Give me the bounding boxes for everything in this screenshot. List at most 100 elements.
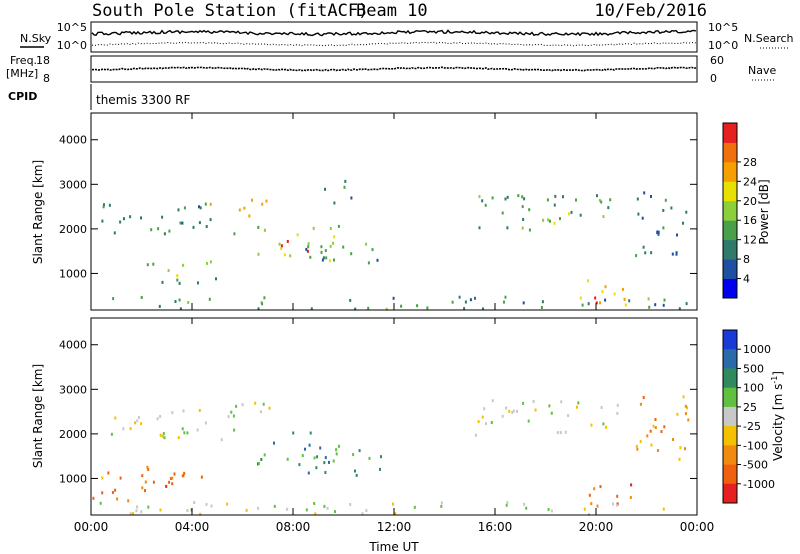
data-point — [349, 298, 352, 302]
data-point — [158, 304, 161, 308]
data-point — [528, 208, 531, 212]
data-point — [146, 465, 149, 469]
x-tick-label: 20:00 — [579, 520, 614, 534]
data-point — [522, 401, 525, 405]
colorbar-tick-label: -100 — [743, 439, 768, 452]
data-point — [593, 487, 596, 491]
data-point — [209, 202, 212, 206]
data-point — [206, 261, 208, 265]
data-point — [227, 415, 230, 419]
colorbar-swatch — [723, 426, 737, 446]
data-point — [168, 480, 171, 484]
colorbar-swatch — [723, 142, 737, 163]
data-point — [152, 480, 155, 484]
data-point — [684, 447, 686, 451]
noise-left-tick-top: 10^5 — [57, 21, 87, 34]
data-point — [261, 202, 264, 206]
data-point — [280, 247, 283, 251]
data-point — [616, 403, 619, 407]
data-point — [416, 304, 419, 308]
data-point — [588, 493, 591, 497]
data-point — [114, 488, 117, 492]
data-point — [599, 301, 601, 305]
colorbar-swatch — [723, 445, 737, 465]
data-point — [616, 494, 619, 498]
data-point — [604, 298, 607, 302]
data-point — [260, 458, 263, 461]
data-point — [101, 476, 104, 480]
colorbar-swatch — [723, 406, 737, 427]
data-point — [679, 446, 682, 450]
data-point — [547, 508, 550, 512]
data-point — [361, 512, 364, 516]
data-point — [186, 431, 189, 435]
data-point — [682, 221, 684, 225]
data-point — [165, 484, 168, 488]
data-point — [628, 299, 631, 303]
data-point — [163, 436, 166, 440]
data-point — [323, 461, 326, 465]
data-point — [235, 404, 238, 408]
data-point — [686, 406, 689, 410]
data-point — [604, 285, 607, 289]
data-point — [607, 206, 610, 210]
velocity-colorbar-label-close: ] — [771, 371, 785, 376]
data-point — [657, 233, 660, 236]
data-point — [116, 497, 119, 501]
data-point — [392, 296, 395, 300]
data-point — [553, 221, 556, 225]
data-point — [308, 443, 311, 447]
data-point — [326, 506, 329, 510]
data-point — [532, 400, 535, 403]
data-point — [615, 503, 618, 507]
data-point — [676, 412, 679, 416]
data-point — [371, 248, 374, 252]
data-point — [147, 505, 150, 509]
data-point — [193, 501, 196, 504]
colorbar-tick-label: 28 — [743, 156, 757, 169]
data-point — [183, 206, 186, 210]
data-point — [273, 504, 276, 508]
y-tick-label: 1000 — [59, 267, 87, 280]
data-point — [657, 230, 660, 234]
data-point — [521, 226, 524, 230]
data-point — [114, 416, 117, 420]
data-point — [662, 507, 665, 511]
data-point — [579, 213, 582, 217]
data-point — [506, 501, 509, 505]
data-point — [657, 449, 660, 452]
data-point — [481, 199, 484, 203]
data-point — [629, 496, 632, 499]
data-point — [173, 472, 176, 476]
data-point — [316, 455, 319, 459]
data-point — [367, 306, 370, 310]
data-point — [204, 421, 207, 425]
data-point — [440, 501, 443, 505]
data-point — [354, 469, 356, 473]
data-point — [309, 255, 312, 259]
data-point — [168, 229, 171, 233]
data-point — [550, 509, 553, 513]
data-point — [257, 506, 260, 510]
data-point — [182, 409, 185, 413]
data-point — [599, 485, 602, 489]
colorbar-swatch — [723, 483, 737, 504]
data-point — [525, 506, 528, 510]
data-point — [575, 198, 577, 202]
data-point — [238, 208, 241, 212]
data-point — [583, 507, 586, 511]
data-point — [119, 476, 122, 480]
data-point — [523, 197, 526, 201]
data-point — [333, 258, 335, 262]
colorbar-tick-label: 8 — [743, 253, 750, 266]
data-point — [263, 453, 266, 457]
freq-right-tick-bottom: 0 — [710, 72, 717, 85]
noise-sky-trace — [91, 29, 697, 37]
data-point — [581, 303, 584, 307]
data-point — [521, 205, 524, 209]
data-point — [515, 409, 518, 413]
data-point — [548, 404, 551, 408]
data-point — [171, 482, 174, 486]
colorbar-swatch — [723, 200, 737, 221]
